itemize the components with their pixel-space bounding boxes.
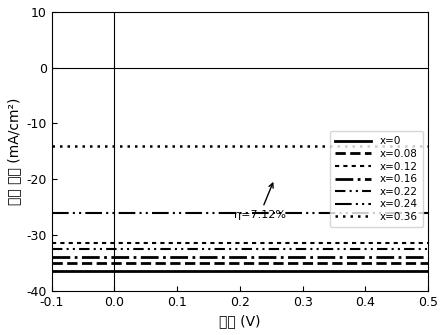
x=0.24 (425, 211, 431, 215)
x=0.16 (307, 255, 313, 259)
Legend: x=0, x=0.08, x=0.12, x=0.16, x=0.22, x=0.24, x=0.36: x=0, x=0.08, x=0.12, x=0.16, x=0.22, x=0… (330, 131, 423, 227)
x=0.24 (349, 211, 355, 215)
x=0.22 (88, 247, 93, 251)
x=0.16 (49, 255, 54, 259)
x=0.36 (307, 144, 313, 148)
x=0.36 (49, 144, 54, 148)
X-axis label: 电压 (V): 电压 (V) (219, 314, 261, 328)
x=0.24 (201, 211, 206, 215)
x=0 (307, 269, 313, 273)
x=0.36 (215, 144, 220, 148)
x=0.12 (343, 241, 348, 245)
x=0.16 (88, 255, 93, 259)
x=0.08 (343, 261, 348, 265)
x=0.08 (88, 261, 93, 265)
x=0.16 (343, 255, 348, 259)
x=0 (49, 269, 54, 273)
x=0.16 (349, 255, 355, 259)
x=0.08 (201, 261, 206, 265)
x=0.16 (425, 255, 431, 259)
x=0.24 (49, 211, 54, 215)
x=0.16 (201, 255, 206, 259)
x=0.22 (215, 247, 220, 251)
x=0.36 (343, 144, 348, 148)
x=0.12 (88, 241, 93, 245)
x=0.16 (215, 255, 220, 259)
x=0.08 (307, 261, 313, 265)
x=0.36 (425, 144, 431, 148)
x=0.22 (425, 247, 431, 251)
x=0.22 (343, 247, 348, 251)
x=0.36 (88, 144, 93, 148)
x=0.08 (49, 261, 54, 265)
x=0.36 (349, 144, 355, 148)
x=0.08 (349, 261, 355, 265)
x=0 (425, 269, 431, 273)
x=0.22 (201, 247, 206, 251)
x=0.12 (201, 241, 206, 245)
x=0 (349, 269, 355, 273)
Y-axis label: 电流 密度 (mA/cm²): 电流 密度 (mA/cm²) (7, 97, 21, 205)
x=0 (88, 269, 93, 273)
x=0.08 (425, 261, 431, 265)
Text: η=7.12%: η=7.12% (234, 183, 286, 220)
x=0 (343, 269, 348, 273)
x=0.22 (349, 247, 355, 251)
x=0.36 (201, 144, 206, 148)
x=0.12 (425, 241, 431, 245)
x=0.12 (307, 241, 313, 245)
x=0.24 (307, 211, 313, 215)
x=0 (215, 269, 220, 273)
x=0.08 (215, 261, 220, 265)
x=0.12 (49, 241, 54, 245)
x=0.24 (88, 211, 93, 215)
x=0.22 (307, 247, 313, 251)
x=0.12 (215, 241, 220, 245)
x=0.12 (349, 241, 355, 245)
x=0 (201, 269, 206, 273)
x=0.22 (49, 247, 54, 251)
x=0.24 (215, 211, 220, 215)
x=0.24 (343, 211, 348, 215)
